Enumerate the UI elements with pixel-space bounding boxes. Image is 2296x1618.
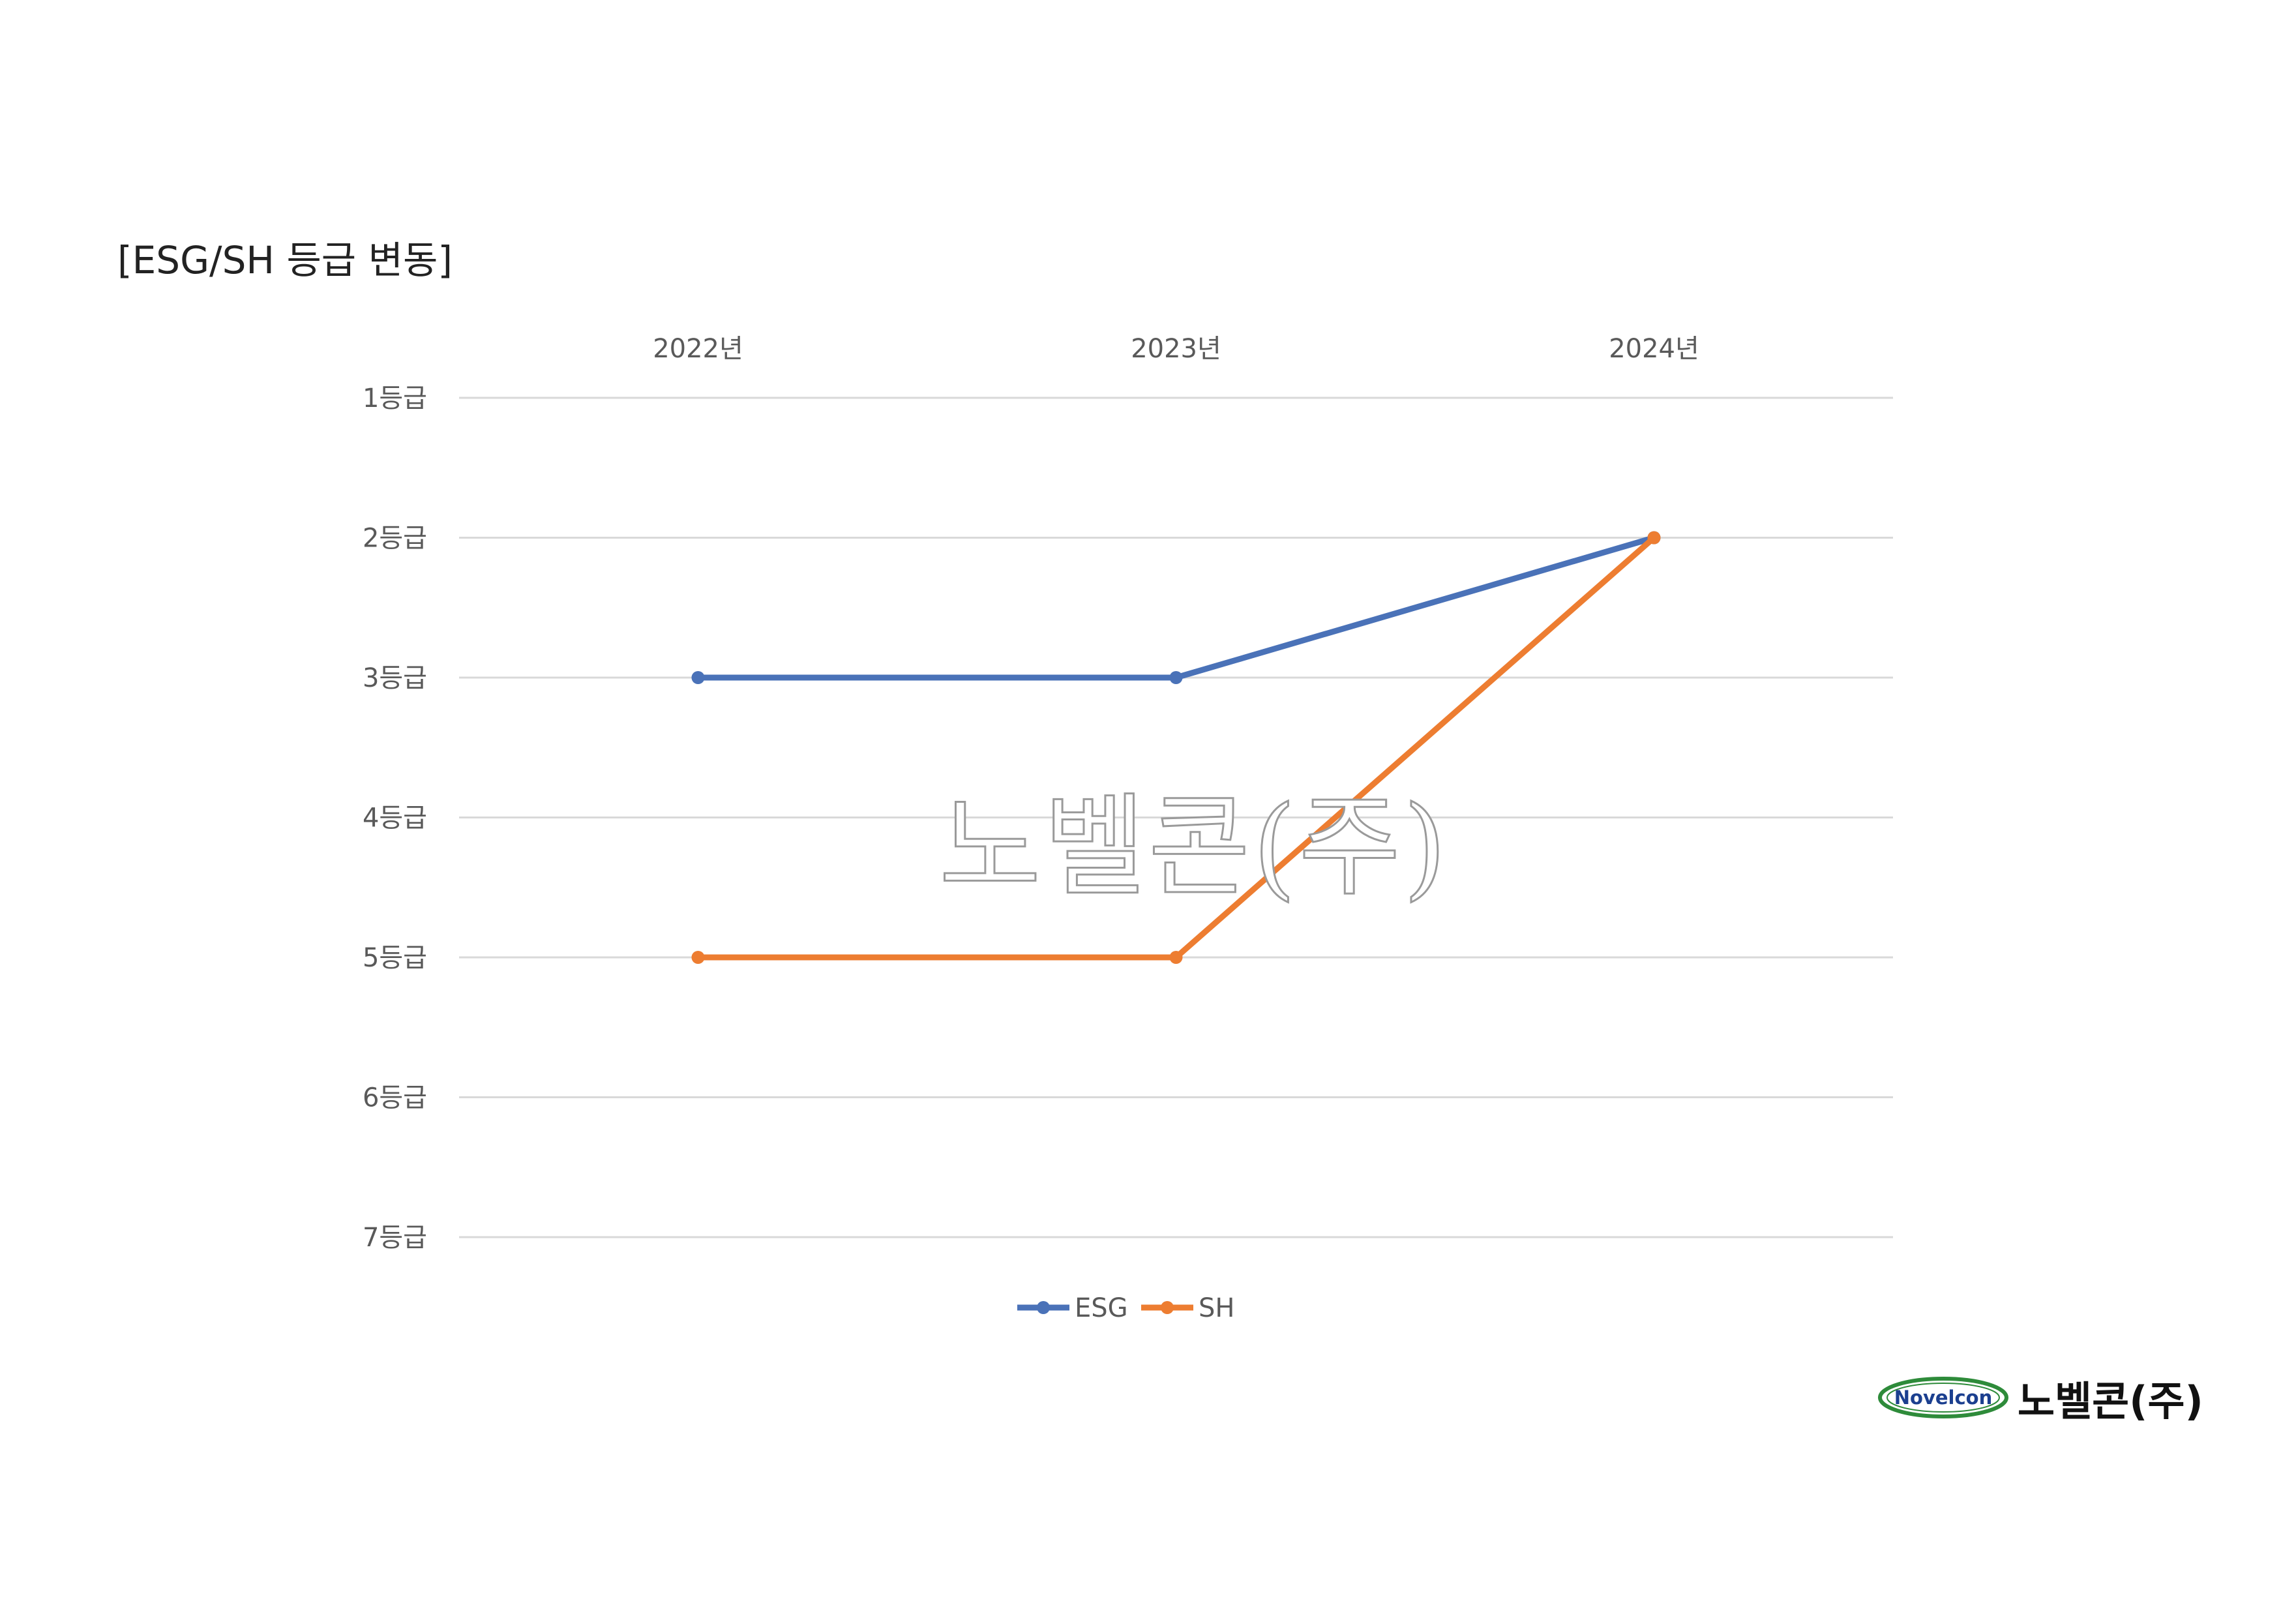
data-point (691, 951, 705, 964)
y-tick-label: 5등급 (363, 943, 427, 973)
y-axis-labels: 1등급 2등급 3등급 4등급 5등급 6등급 7등급 (363, 383, 427, 1253)
logo-english-name: Novelcon (1894, 1386, 1993, 1409)
x-axis-labels: 2022년 2023년 2024년 (653, 334, 1699, 364)
data-point (1169, 951, 1183, 964)
legend-label: ESG (1075, 1293, 1128, 1323)
logo-korean-name: 노벨콘(주) (2018, 1377, 2203, 1425)
legend-item-sh: SH (1141, 1293, 1234, 1323)
series-sh (691, 531, 1661, 964)
y-tick-label: 4등급 (363, 803, 427, 833)
y-tick-label: 7등급 (363, 1223, 427, 1253)
x-tick-label: 2022년 (653, 334, 743, 364)
y-tick-label: 3등급 (363, 663, 427, 693)
series-line (695, 535, 1657, 681)
legend-marker (1037, 1301, 1050, 1314)
novelcon-logo-icon: Novelcon (1878, 1377, 2008, 1418)
chart-series (691, 531, 1661, 964)
x-tick-label: 2024년 (1609, 334, 1699, 364)
watermark-text: 노벨콘(주) (938, 782, 1450, 913)
data-point (1169, 671, 1183, 684)
chart-legend: ESG SH (1017, 1293, 1234, 1323)
page-title: [ESG/SH 등급 변동] (117, 238, 453, 282)
data-point (1647, 531, 1661, 545)
company-logo: Novelcon 노벨콘(주) (1878, 1368, 2203, 1427)
y-tick-label: 2등급 (363, 524, 427, 554)
legend-marker (1161, 1301, 1174, 1314)
data-point (691, 671, 705, 684)
x-tick-label: 2023년 (1131, 334, 1221, 364)
y-tick-label: 1등급 (363, 383, 427, 413)
legend-item-esg: ESG (1017, 1293, 1128, 1323)
legend-label: SH (1199, 1293, 1234, 1323)
y-tick-label: 6등급 (363, 1083, 427, 1113)
